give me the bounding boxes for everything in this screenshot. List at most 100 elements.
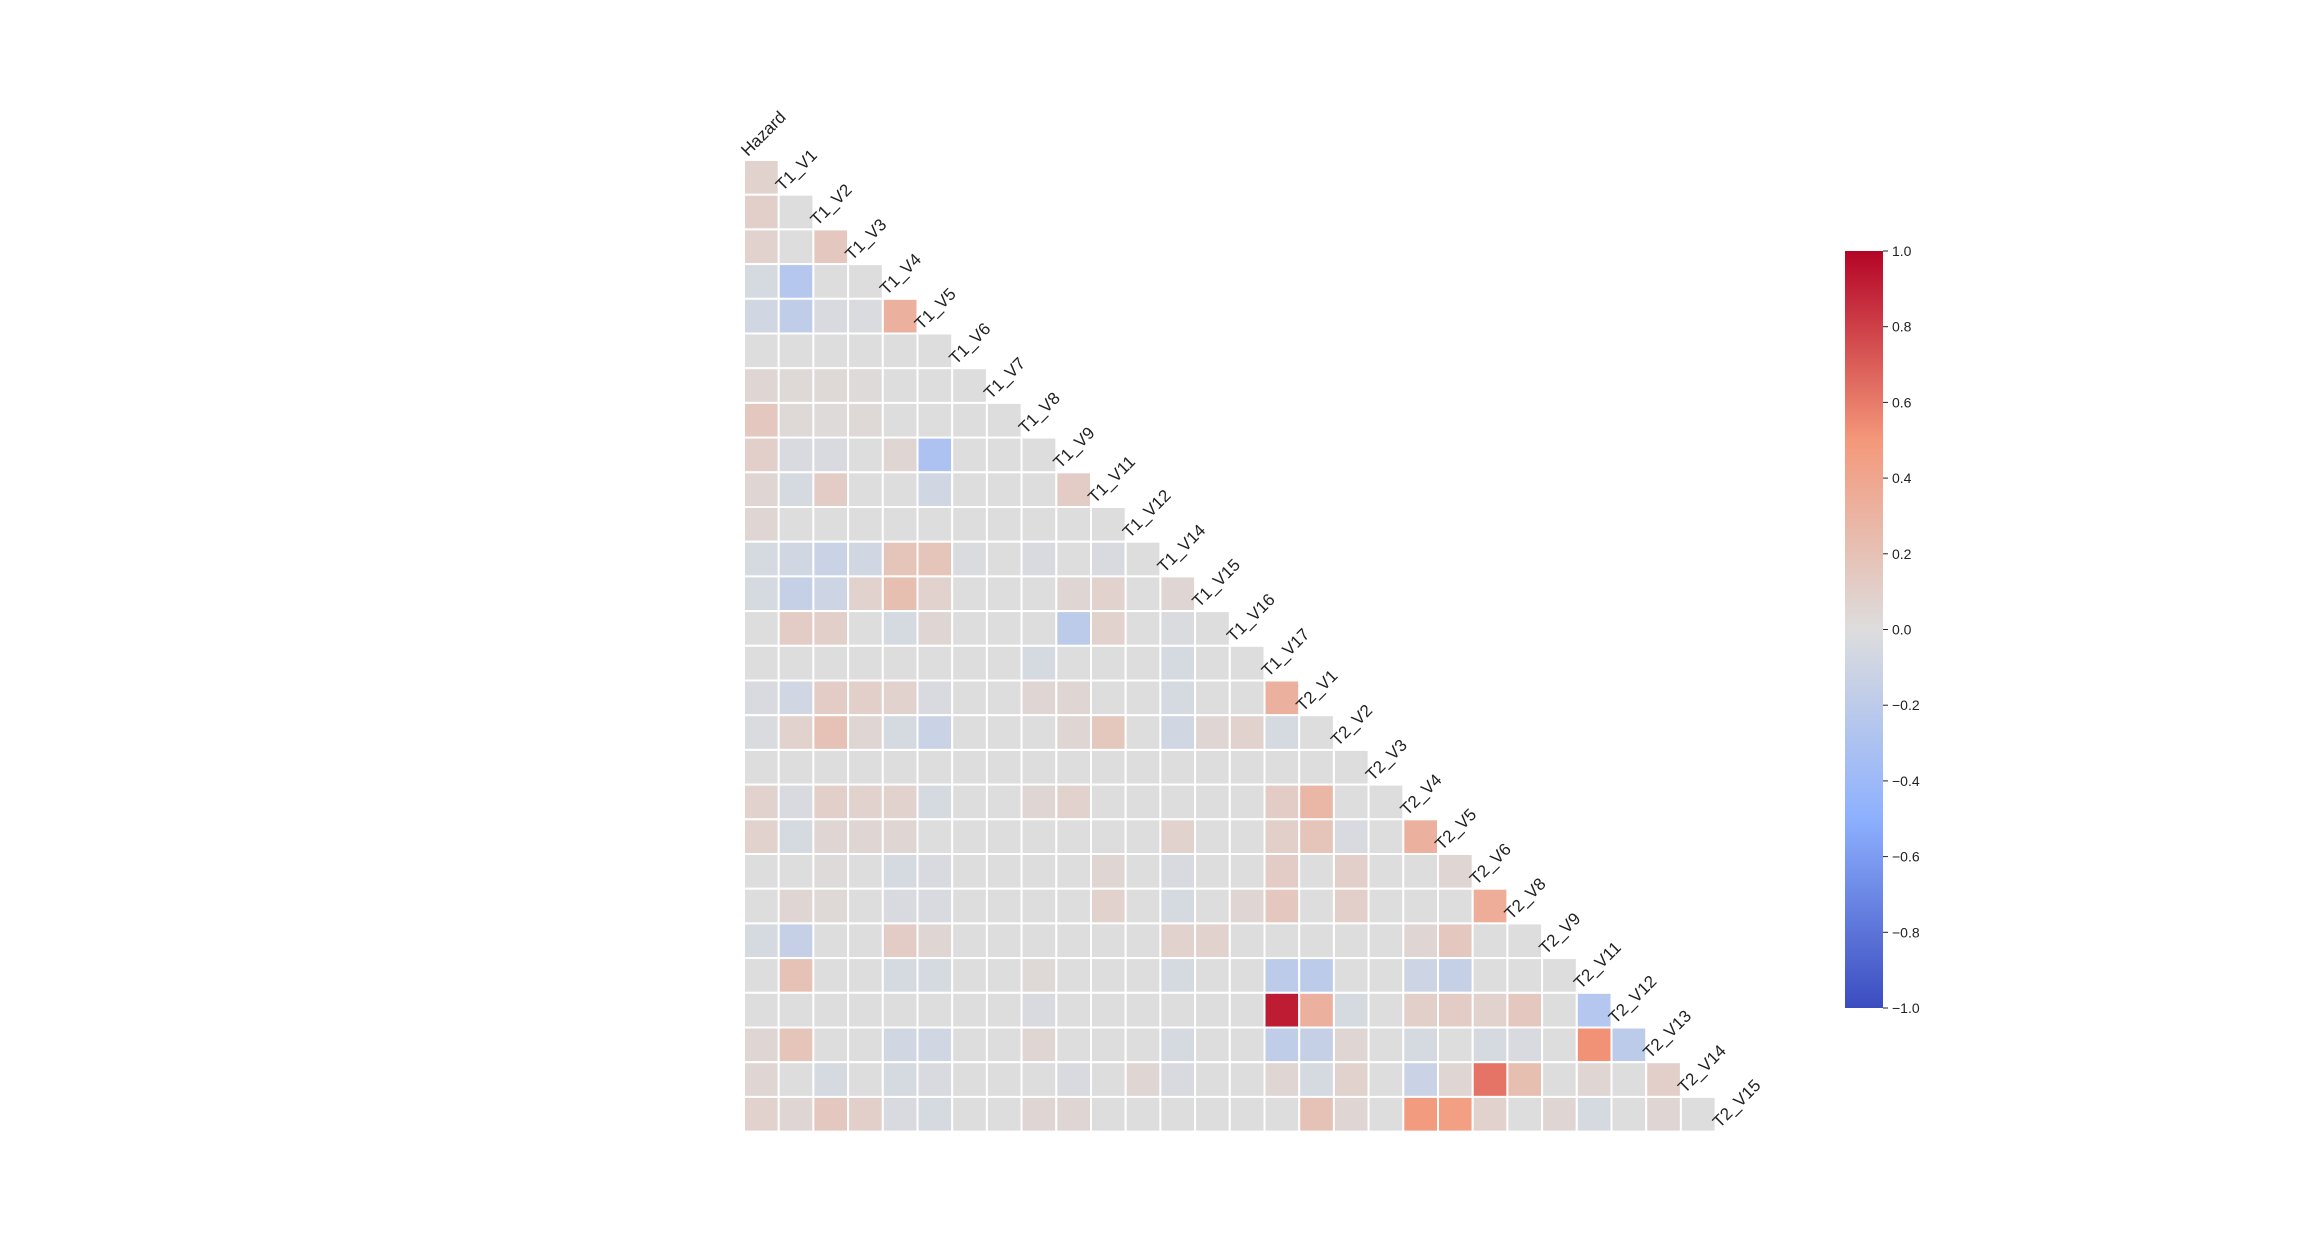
heatmap-cell [1332, 1095, 1370, 1133]
heatmap-cell [1402, 1026, 1440, 1064]
heatmap-cell [1124, 783, 1162, 821]
heatmap-cell [881, 540, 919, 578]
heatmap-cell [1506, 1026, 1544, 1064]
heatmap-cell [1090, 714, 1127, 751]
heatmap-cell [777, 887, 815, 925]
heatmap-cell [1471, 1095, 1509, 1133]
heatmap-cell [916, 1026, 954, 1064]
heatmap-cell [985, 1026, 1023, 1064]
heatmap-cell [916, 367, 954, 404]
heatmap-cell [812, 1061, 850, 1098]
heatmap-cell [1124, 1095, 1162, 1133]
heatmap-cell [1159, 887, 1197, 925]
heatmap-cell [985, 575, 1023, 613]
heatmap-cell [1437, 957, 1474, 994]
heatmap-cell [881, 644, 919, 682]
variable-label: T2_V12 [1605, 972, 1661, 1028]
heatmap-cell [1367, 887, 1405, 925]
heatmap-cell [881, 1095, 919, 1133]
heatmap-cell [881, 297, 919, 335]
heatmap-cell [985, 1061, 1023, 1098]
heatmap-cell [1332, 1026, 1370, 1064]
variable-label: T1_V16 [1223, 590, 1279, 646]
variable-label: T2_V11 [1570, 938, 1625, 993]
heatmap-cell [1541, 1095, 1578, 1133]
heatmap-cell [1367, 991, 1405, 1029]
heatmap-cell [1298, 1095, 1335, 1133]
heatmap-cell [1090, 610, 1127, 647]
heatmap-cell [1055, 922, 1093, 960]
heatmap-cell [1298, 1026, 1335, 1064]
colorbar-tick-label: 0.4 [1892, 470, 1912, 486]
heatmap-cell [1471, 957, 1509, 994]
heatmap-cell [1263, 783, 1301, 821]
heatmap-cell [812, 957, 850, 994]
heatmap-cell [1020, 887, 1058, 925]
heatmap-cell [916, 401, 954, 439]
heatmap-cell [1402, 853, 1440, 890]
heatmap-cell [1194, 1061, 1231, 1098]
heatmap-cell [1367, 783, 1405, 821]
heatmap-cell [777, 610, 815, 647]
heatmap-cell [951, 471, 988, 508]
heatmap-cell [777, 783, 815, 821]
heatmap-cell [1159, 644, 1197, 682]
heatmap-cell [743, 575, 780, 613]
heatmap-cell [916, 1061, 954, 1098]
heatmap-cell [916, 679, 954, 717]
heatmap-cell [1228, 679, 1266, 717]
heatmap-cell [916, 783, 954, 821]
heatmap-cell [985, 540, 1023, 578]
heatmap-cell [1090, 957, 1127, 994]
heatmap-cell [777, 679, 815, 717]
heatmap-cell [951, 401, 988, 439]
heatmap-cell [847, 263, 884, 300]
heatmap-cell [777, 436, 815, 474]
heatmap-cell [881, 367, 919, 404]
heatmap-cell [1298, 887, 1335, 925]
heatmap-cell [1159, 922, 1197, 960]
heatmap-cell [1124, 1061, 1162, 1098]
heatmap-cell [1298, 991, 1335, 1029]
heatmap-cell [951, 610, 988, 647]
heatmap-cell [1090, 1026, 1127, 1064]
heatmap-cell [743, 1095, 780, 1133]
heatmap-cell [1194, 853, 1231, 890]
heatmap-cell [951, 1095, 988, 1133]
heatmap-cell [1332, 853, 1370, 890]
heatmap-cell [1471, 922, 1509, 960]
heatmap-cell [812, 297, 850, 335]
heatmap-cell [1020, 783, 1058, 821]
heatmap-cell [1228, 1095, 1266, 1133]
heatmap-cell [1228, 957, 1266, 994]
heatmap-cell [1194, 610, 1231, 647]
heatmap-cell [951, 783, 988, 821]
heatmap-cell [1367, 1061, 1405, 1098]
heatmap-cell [1159, 853, 1197, 890]
heatmap-cell [1020, 1026, 1058, 1064]
heatmap-cell [812, 991, 850, 1029]
heatmap-cell [985, 991, 1023, 1029]
heatmap-cell [951, 644, 988, 682]
heatmap-cell [847, 610, 884, 647]
heatmap-cell [1159, 679, 1197, 717]
heatmap-cell [1020, 644, 1058, 682]
heatmap-cell [1090, 540, 1127, 578]
variable-label: T1_V11 [1084, 452, 1139, 507]
heatmap-cell [1471, 1061, 1509, 1098]
heatmap-cell [1506, 957, 1544, 994]
heatmap-cell [1159, 714, 1197, 751]
heatmap-cell [916, 575, 954, 613]
heatmap-cell [812, 471, 850, 508]
heatmap-cell [1020, 506, 1058, 543]
heatmap-cell [1159, 818, 1197, 855]
heatmap-cell [812, 506, 850, 543]
heatmap-cell [985, 887, 1023, 925]
heatmap-cell [1402, 1095, 1440, 1133]
heatmap-cell [1298, 783, 1335, 821]
heatmap-cell [812, 610, 850, 647]
heatmap-cell [777, 263, 815, 300]
heatmap-cell [1124, 818, 1162, 855]
heatmap-cell [1298, 714, 1335, 751]
heatmap-cell [1228, 818, 1266, 855]
